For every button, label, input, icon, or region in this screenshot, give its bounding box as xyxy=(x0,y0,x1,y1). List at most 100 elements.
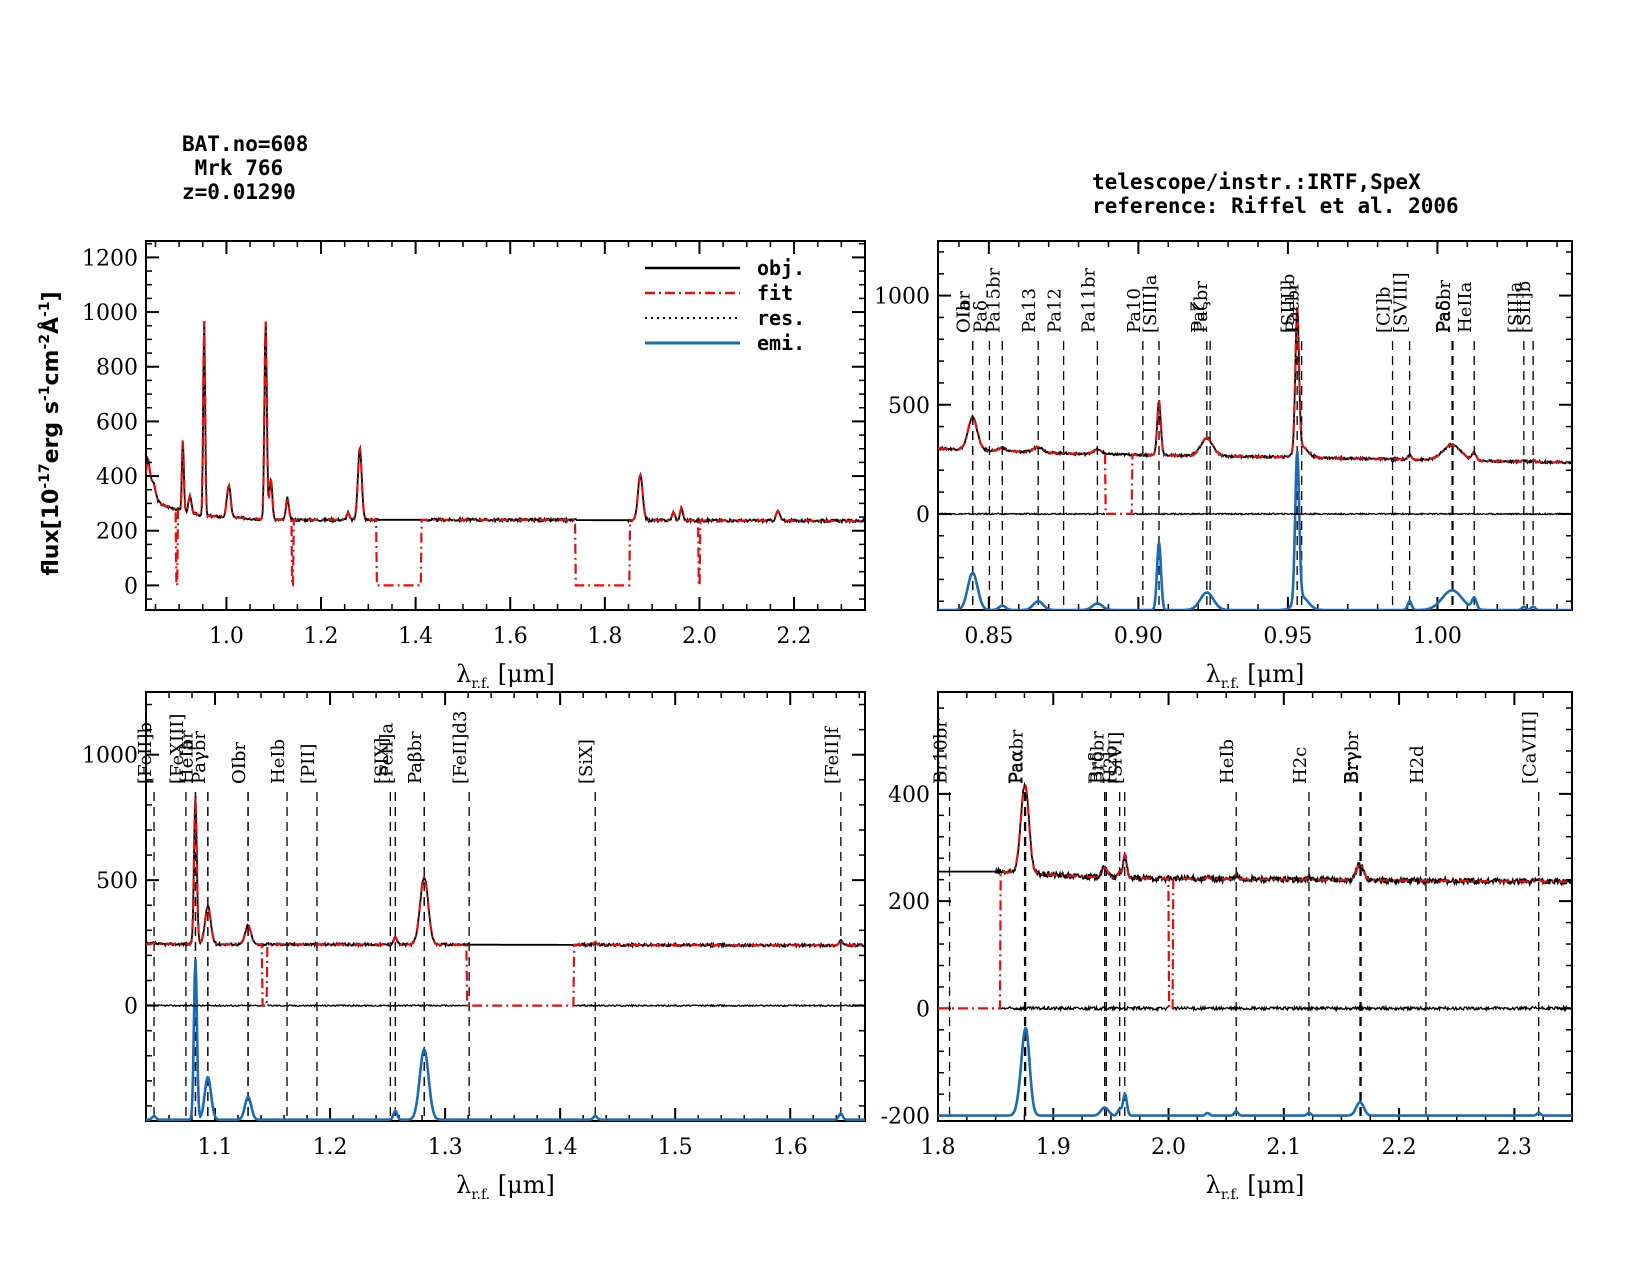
line-label: Paζbr xyxy=(1191,281,1212,333)
x-tick-label: 1.6 xyxy=(493,624,528,649)
y-tick-label: 400 xyxy=(888,783,930,808)
emission-series xyxy=(938,451,1572,610)
x-tick-label: 0.90 xyxy=(1114,624,1163,649)
x-tick-label: 1.2 xyxy=(304,624,339,649)
x-tick-label: 1.6 xyxy=(773,1135,808,1160)
y-tick-label: 0 xyxy=(124,995,138,1020)
x-axis-label: λr.f. [μm] xyxy=(456,660,555,692)
line-label: [SII]a xyxy=(1505,281,1526,333)
line-label: [SII]b xyxy=(1514,281,1535,333)
y-tick-label: 0 xyxy=(916,997,930,1022)
residual-series xyxy=(1000,1004,1572,1013)
plot-area xyxy=(938,781,1572,1121)
object-series xyxy=(146,796,865,949)
line-label: Pa15br xyxy=(983,268,1004,333)
y-tick-label: 0 xyxy=(124,574,138,599)
panel-z: 0.85 0.90 0.95 1.00 0 500 1000 λr.f. [μm] OIaOIb… xyxy=(874,240,1573,692)
legend-label: emi. xyxy=(757,331,805,355)
header-object-name: Mrk 766 xyxy=(182,156,284,180)
y-tick-label: 600 xyxy=(96,410,138,435)
x-tick-label: 2.2 xyxy=(1382,1135,1417,1160)
x-tick-label: 2.0 xyxy=(682,624,717,649)
line-label: OIb xyxy=(229,751,250,784)
header-bat-number: BAT.no=608 xyxy=(182,132,309,156)
line-label: [FeXIII] xyxy=(167,714,188,784)
x-tick-label: 1.00 xyxy=(1413,624,1462,649)
panel-k: 1.8 1.9 2.0 2.1 2.2 2.3 -200 0 200 400 λr.f. [μm] B… xyxy=(881,691,1573,1203)
x-axis-label: λr.f. [μm] xyxy=(456,1171,555,1203)
fit-series xyxy=(938,783,1572,1010)
line-label: [CaVIII] xyxy=(1520,711,1541,784)
line-label: HeIbr xyxy=(176,730,197,784)
line-label: Brγbr xyxy=(1342,731,1363,784)
line-label: OIa xyxy=(954,300,975,333)
line-label: [SIX] xyxy=(371,738,392,784)
line-label: Paαbr xyxy=(1007,729,1028,784)
y-tick-label: 500 xyxy=(888,394,930,419)
line-label: [PII] xyxy=(298,744,319,784)
line-label: [FeII]d3 xyxy=(450,711,471,784)
legend-label: fit xyxy=(757,281,793,305)
emission-series xyxy=(938,1026,1572,1117)
y-tick-label: 1000 xyxy=(874,285,930,310)
line-label: Paδ xyxy=(1433,300,1454,333)
panel-j: 1.1 1.2 1.3 1.4 1.5 1.6 0 500 1000 λr.f. [μm] [FeI… xyxy=(82,691,866,1203)
line-label: OIbr xyxy=(954,291,975,333)
line-label: [SVIII] xyxy=(1391,272,1412,333)
line-label: Paβ xyxy=(405,752,426,784)
line-label: Paγbr xyxy=(189,731,210,784)
line-label: Br10br xyxy=(931,719,952,784)
line-label: [SiX] xyxy=(576,739,597,784)
emission-series xyxy=(146,959,865,1121)
fit-series xyxy=(938,307,1572,515)
y-tick-label: 1000 xyxy=(82,301,138,326)
x-tick-label: 1.3 xyxy=(428,1135,463,1160)
line-label: Pa10 xyxy=(1124,288,1145,333)
line-label: Brδbr xyxy=(1087,731,1108,784)
line-label: [SIII]a xyxy=(1140,274,1161,333)
line-label: Paβbr xyxy=(405,731,426,784)
residual-series xyxy=(146,1003,865,1008)
y-tick-label: 200 xyxy=(96,520,138,545)
line-label: Paζ xyxy=(1188,301,1209,333)
header-reference: reference: Riffel et al. 2006 xyxy=(1092,194,1459,218)
x-tick-label: 2.3 xyxy=(1497,1135,1532,1160)
fit-series xyxy=(146,796,865,1007)
x-tick-label: 1.5 xyxy=(658,1135,693,1160)
legend-label: res. xyxy=(757,306,805,330)
y-tick-label: 500 xyxy=(96,869,138,894)
line-label: Brδ xyxy=(1086,751,1107,784)
line-label: HeIa xyxy=(176,740,197,784)
line-label: Brγ xyxy=(1341,751,1362,784)
y-tick-label: 400 xyxy=(96,465,138,490)
line-label: H2c xyxy=(1290,747,1311,784)
line-label: Pa11br xyxy=(1078,268,1099,333)
header-redshift: z=0.01290 xyxy=(182,180,296,204)
x-tick-label: 1.8 xyxy=(587,624,622,649)
line-label: [FeII]b xyxy=(135,722,156,784)
x-tick-label: 0.85 xyxy=(964,624,1013,649)
x-tick-label: 1.4 xyxy=(398,624,433,649)
line-label: Paδ xyxy=(970,300,991,333)
line-label: [CI]b xyxy=(1374,287,1395,333)
plot-area xyxy=(938,307,1572,610)
x-tick-label: 1.9 xyxy=(1036,1135,1071,1160)
x-tick-label: 2.1 xyxy=(1266,1135,1301,1160)
x-tick-label: 1.1 xyxy=(198,1135,233,1160)
line-label: Pa12 xyxy=(1045,288,1066,333)
y-tick-label: -200 xyxy=(881,1105,930,1130)
line-label: OIbr xyxy=(229,742,250,784)
object-series xyxy=(938,781,1572,888)
line-label: HeIb xyxy=(268,739,289,784)
panel-full: 1.0 1.2 1.4 1.6 1.8 2.0 2.2 0 200 400 600 800 1000 12… xyxy=(37,240,866,692)
x-tick-label: 1.4 xyxy=(543,1135,578,1160)
line-label: [SiVI] xyxy=(1106,732,1127,784)
line-label: [SIII]b xyxy=(1278,274,1299,333)
line-label: [FeII]a xyxy=(376,723,397,784)
x-tick-label: 1.8 xyxy=(921,1135,956,1160)
y-tick-label: 1200 xyxy=(82,246,138,271)
x-tick-label: 2.2 xyxy=(777,624,812,649)
line-label: Paεbr xyxy=(1283,281,1304,333)
x-tick-label: 0.95 xyxy=(1263,624,1312,649)
